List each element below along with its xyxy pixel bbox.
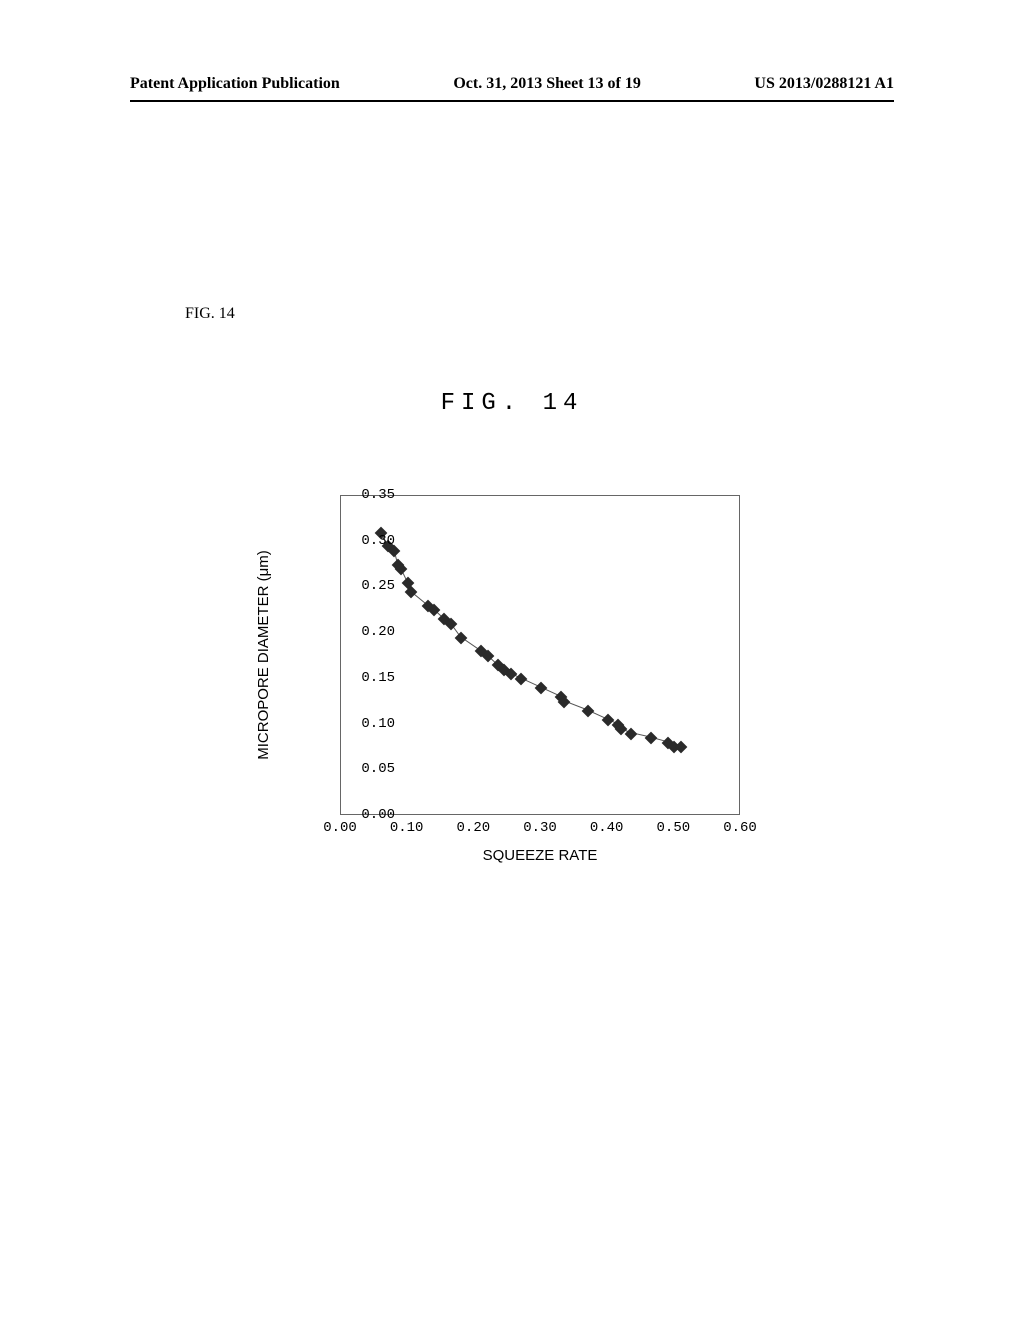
chart: MICROPORE DIAMETER (μm) SQUEEZE RATE 0.0… [260, 485, 800, 905]
x-tick-label: 0.00 [323, 820, 357, 836]
data-point [581, 704, 594, 717]
y-axis-label: MICROPORE DIAMETER (μm) [255, 550, 272, 759]
header-left: Patent Application Publication [130, 75, 340, 93]
figure-label-small: FIG. 14 [185, 305, 235, 323]
page-header: Patent Application Publication Oct. 31, … [130, 75, 894, 93]
header-right: US 2013/0288121 A1 [754, 75, 894, 93]
data-point [645, 732, 658, 745]
y-tick-label: 0.10 [361, 716, 395, 732]
header-rule [130, 100, 894, 102]
y-tick-label: 0.25 [361, 578, 395, 594]
figure-label-large: FIG. 14 [441, 390, 584, 417]
x-tick-label: 0.20 [457, 820, 491, 836]
x-tick-label: 0.30 [523, 820, 557, 836]
x-tick-label: 0.60 [723, 820, 757, 836]
y-tick-label: 0.05 [361, 761, 395, 777]
x-tick-label: 0.50 [657, 820, 691, 836]
x-tick-label: 0.10 [390, 820, 424, 836]
y-tick-label: 0.30 [361, 533, 395, 549]
header-center: Oct. 31, 2013 Sheet 13 of 19 [453, 75, 641, 93]
data-point [455, 631, 468, 644]
y-tick-label: 0.20 [361, 624, 395, 640]
trend-line [341, 496, 739, 814]
plot-area [340, 495, 740, 815]
x-tick-label: 0.40 [590, 820, 624, 836]
y-tick-label: 0.35 [361, 487, 395, 503]
y-tick-label: 0.15 [361, 670, 395, 686]
x-axis-label: SQUEEZE RATE [340, 847, 740, 864]
data-point [535, 682, 548, 695]
data-point [428, 604, 441, 617]
